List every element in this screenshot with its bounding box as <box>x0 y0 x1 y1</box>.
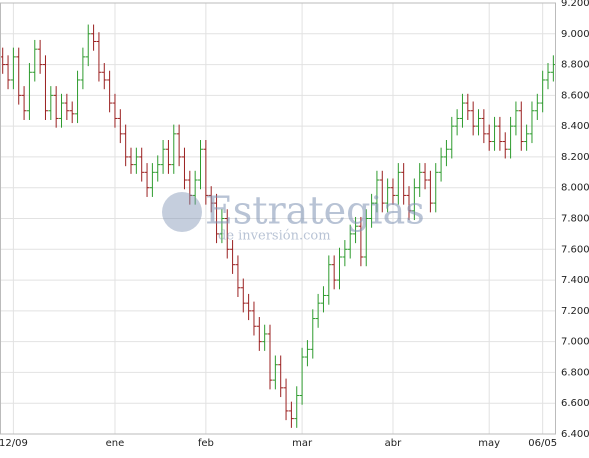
y-tick-label: 9.200 <box>561 0 589 9</box>
watermark-logo <box>162 192 202 232</box>
plot-border <box>0 2 556 435</box>
y-tick-label: 8.800 <box>561 60 589 71</box>
y-tick-label: 6.400 <box>561 429 589 440</box>
watermark: Estrategias <box>205 189 425 233</box>
y-tick-label: 7.000 <box>561 337 589 348</box>
bars <box>0 24 556 428</box>
y-tick-label: 6.800 <box>561 367 589 378</box>
x-tick-label: abr <box>385 438 402 449</box>
y-tick-label: 8.200 <box>561 152 589 163</box>
y-tick-label: 7.600 <box>561 244 589 255</box>
y-tick-label: 7.400 <box>561 275 589 286</box>
watermark-sub: de inversión.com <box>218 229 331 244</box>
y-tick-label: 7.800 <box>561 214 589 225</box>
x-tick-label: 12/09 <box>0 438 28 449</box>
y-tick-label: 8.400 <box>561 121 589 132</box>
y-tick-label: 9.000 <box>561 29 589 40</box>
x-tick-label: may <box>478 438 500 449</box>
x-tick-label: feb <box>198 438 214 449</box>
x-tick-label: 06/05 <box>528 438 557 449</box>
y-tick-label: 8.000 <box>561 183 589 194</box>
y-tick-label: 7.200 <box>561 306 589 317</box>
y-tick-label: 8.600 <box>561 90 589 101</box>
y-tick-label: 6.600 <box>561 398 589 409</box>
x-tick-label: ene <box>106 438 125 449</box>
x-tick-label: mar <box>292 438 313 449</box>
